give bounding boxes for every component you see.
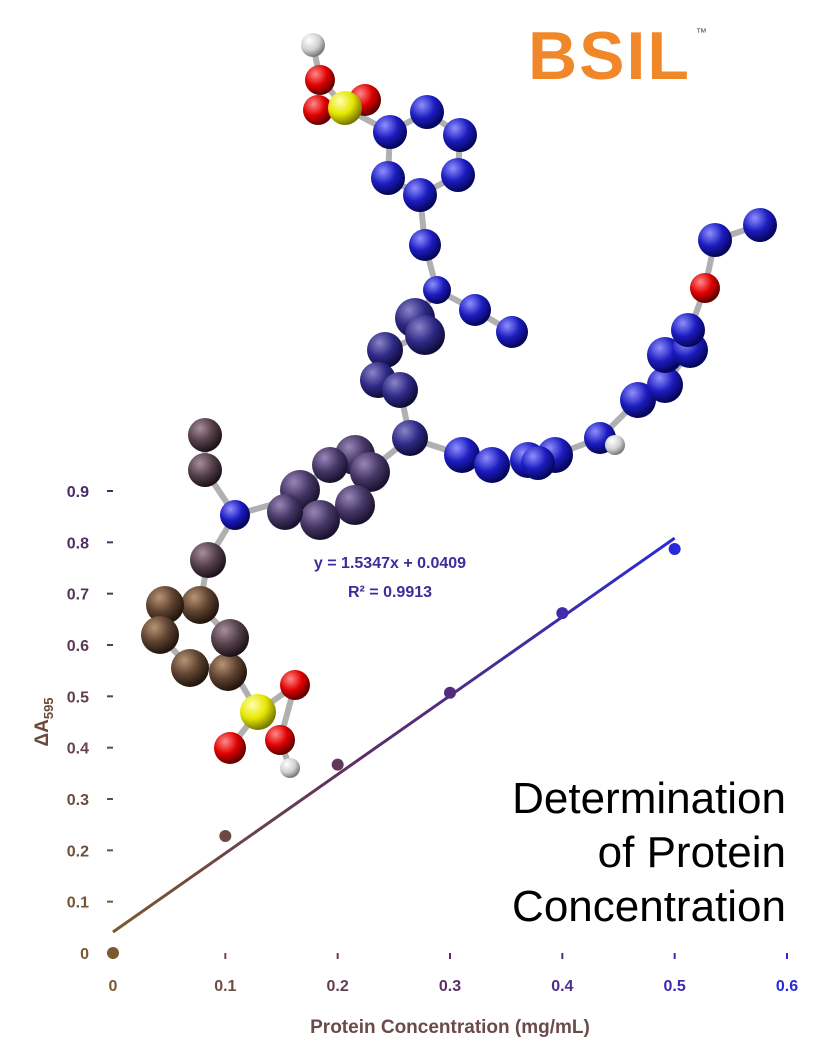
y-tick-label: 0.6 [67, 638, 89, 655]
x-tick-label: 0.5 [664, 978, 686, 995]
molecule-illustration [141, 33, 777, 778]
y-axis-title-subscript: 595 [41, 697, 56, 719]
x-tick-label: 0 [109, 978, 118, 995]
y-tick-label: 0.9 [67, 484, 89, 501]
molecule-bonds [156, 42, 763, 771]
x-tick-label: 0.2 [327, 978, 349, 995]
data-point [444, 686, 456, 699]
data-point [556, 607, 569, 620]
data-points [107, 543, 681, 959]
data-point [219, 829, 232, 842]
x-axis-title: Protein Concentration (mg/mL) [310, 1017, 590, 1038]
regression-equation: y = 1.5347x + 0.0409 [314, 555, 466, 572]
data-point [668, 543, 681, 556]
caption-line-2: of Protein [597, 828, 786, 877]
x-tick-group: 0 0.1 0.2 0.3 0.4 0.5 0.6 [109, 953, 798, 995]
y-tick-label: 0.8 [67, 535, 89, 552]
y-tick-label: 0.2 [67, 843, 89, 860]
caption: Determination of Protein Concentration [512, 772, 786, 934]
bosil-logo: BSIL ™ [528, 22, 707, 90]
y-axis-title-group: ΔA595 [32, 697, 56, 746]
caption-line-3: Concentration [512, 882, 786, 931]
y-tick-label: 0 [80, 946, 89, 963]
data-point [107, 947, 119, 959]
y-tick-label: 0.4 [67, 741, 89, 758]
data-point [331, 758, 344, 771]
y-tick-label: 0.3 [67, 792, 89, 809]
trendline [112, 536, 676, 934]
y-tick-label: 0.1 [67, 895, 89, 912]
y-tick-group: 0 0.1 0.2 0.3 0.4 0.5 0.6 0.7 0.8 0.9 [67, 484, 113, 963]
y-tick-label: 0.7 [67, 587, 89, 604]
x-tick-label: 0.1 [214, 978, 236, 995]
y-tick-label: 0.5 [67, 689, 89, 706]
y-axis-title-main: ΔA [32, 719, 53, 747]
x-tick-label: 0.6 [776, 978, 798, 995]
x-tick-label: 0.4 [551, 978, 573, 995]
r-squared-label: R² = 0.9913 [348, 584, 432, 601]
trademark-symbol: ™ [695, 27, 709, 39]
logo-text: BSIL [528, 18, 691, 94]
caption-line-1: Determination [512, 774, 786, 823]
x-tick-label: 0.3 [439, 978, 461, 995]
y-axis-title: ΔA595 [32, 697, 56, 746]
